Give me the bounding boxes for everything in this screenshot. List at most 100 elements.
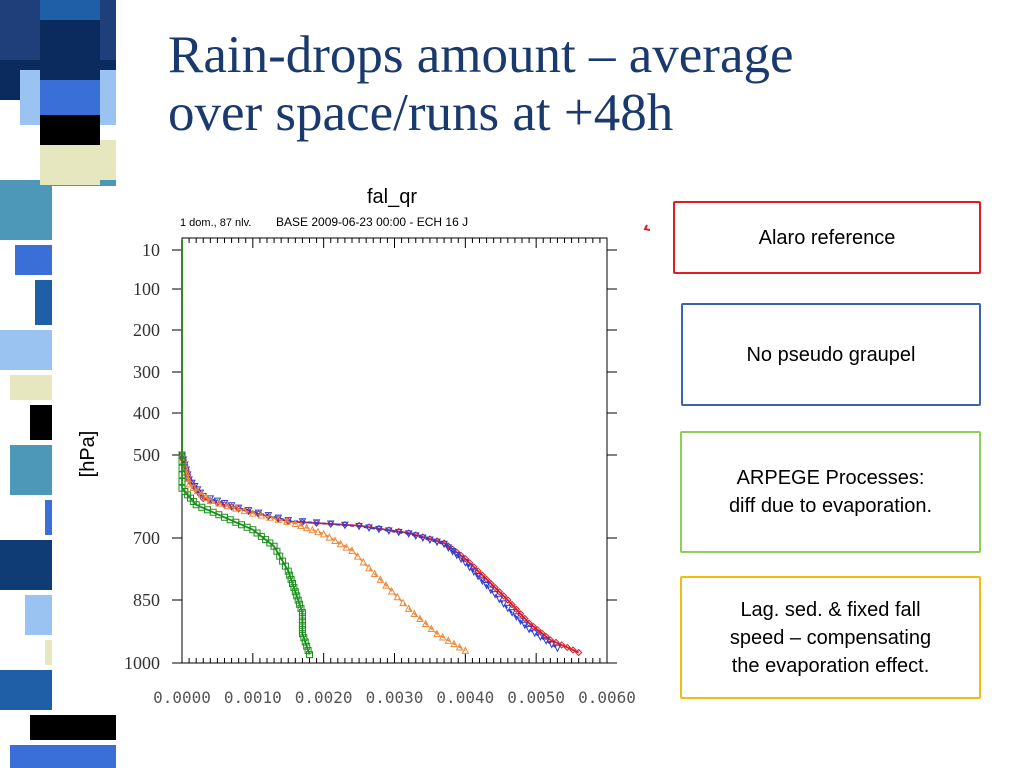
series-marker — [444, 544, 453, 553]
stripe-block — [40, 145, 100, 185]
series-marker — [542, 637, 550, 645]
series-marker — [461, 559, 470, 567]
y-tick-label: 200 — [133, 320, 160, 340]
series-marker — [393, 592, 402, 601]
legend-no-pseudo-graupel: No pseudo graupel — [681, 303, 981, 406]
series-marker — [178, 451, 186, 459]
slide-title-line: Rain-drops amount – average — [168, 26, 794, 84]
series-marker — [547, 641, 556, 649]
series-marker — [427, 624, 436, 633]
series-marker — [365, 524, 373, 532]
series-marker — [453, 551, 461, 560]
stripe-block — [10, 745, 116, 768]
series-marker — [521, 621, 529, 630]
series-marker — [300, 634, 308, 642]
series-marker — [281, 562, 289, 570]
series-line — [181, 240, 580, 654]
series-marker — [461, 646, 470, 654]
series-marker — [348, 546, 356, 554]
series-marker — [533, 626, 542, 634]
series-marker — [516, 610, 525, 618]
series-marker — [433, 537, 441, 545]
series-marker — [304, 646, 312, 654]
y-tick-label: 850 — [133, 590, 160, 610]
series-marker — [440, 540, 448, 549]
series-marker — [181, 488, 189, 496]
series-marker — [342, 542, 351, 551]
series-marker — [574, 648, 583, 657]
series-line — [181, 240, 558, 650]
series-marker — [297, 604, 305, 612]
series-marker — [178, 458, 186, 466]
legend-text: the evaporation effect. — [731, 654, 930, 677]
series-marker — [375, 525, 383, 534]
series-marker — [487, 586, 495, 595]
series-marker — [206, 496, 215, 505]
series-marker — [504, 604, 512, 613]
series-marker — [457, 555, 465, 564]
legend-arpege-processes: ARPEGE Processes: diff due to evaporatio… — [680, 431, 981, 553]
legend-text: Alaro reference — [758, 226, 896, 249]
series-marker — [264, 512, 273, 520]
series-marker — [266, 539, 274, 547]
series-marker — [411, 532, 420, 541]
series-marker — [257, 532, 265, 540]
series-marker — [370, 569, 379, 578]
series-marker — [499, 600, 508, 608]
stripe-block — [40, 115, 100, 145]
x-tick-label: 0.0060 — [578, 688, 636, 707]
series-marker — [495, 588, 504, 596]
series-marker — [495, 595, 504, 604]
series-marker — [291, 519, 300, 527]
series-marker — [444, 636, 453, 644]
series-marker — [273, 547, 281, 555]
series-marker — [183, 474, 192, 482]
series-marker — [274, 515, 283, 523]
series-marker — [399, 598, 407, 607]
series-marker — [223, 501, 232, 510]
x-tick-label: 0.0050 — [507, 688, 565, 707]
series-marker — [283, 517, 291, 525]
series-marker — [433, 538, 441, 547]
series-1 — [178, 240, 562, 653]
series-marker — [298, 630, 306, 638]
series-marker — [470, 568, 478, 577]
series-marker — [326, 520, 335, 529]
series-marker — [314, 527, 322, 536]
series-line — [181, 240, 466, 652]
series-marker — [262, 536, 270, 544]
series-marker — [185, 479, 193, 488]
series-marker — [355, 522, 363, 531]
series-marker — [293, 592, 301, 600]
series-marker — [353, 552, 362, 560]
legend-text: speed – compensating — [729, 626, 932, 649]
series-0 — [178, 240, 583, 657]
series-marker — [232, 504, 240, 512]
series-marker — [294, 596, 302, 604]
series-marker — [178, 471, 186, 479]
series-marker — [215, 499, 223, 507]
series-marker — [266, 513, 274, 521]
series-marker — [312, 519, 321, 528]
y-tick-label: 300 — [133, 362, 160, 382]
series-marker — [199, 494, 207, 503]
stripe-block — [40, 20, 100, 80]
series-marker — [220, 499, 229, 508]
series-marker — [450, 639, 458, 648]
stripe-block — [40, 80, 100, 115]
series-marker — [491, 583, 499, 592]
series-marker — [284, 567, 292, 575]
series-marker — [306, 651, 313, 659]
series-layer — [178, 240, 583, 659]
series-marker — [419, 534, 427, 543]
profile-chart: fal_qr 1 dom., 87 nlv. BASE 2009-06-23 0… — [77, 186, 636, 707]
series-marker — [249, 526, 257, 534]
series-marker — [478, 577, 487, 586]
series-marker — [569, 646, 577, 654]
series-marker — [491, 591, 499, 599]
stripe-block — [40, 0, 100, 20]
y-tick-label: 500 — [133, 445, 160, 465]
series-marker — [525, 625, 533, 634]
series-marker — [240, 506, 249, 515]
series-marker — [336, 539, 345, 548]
